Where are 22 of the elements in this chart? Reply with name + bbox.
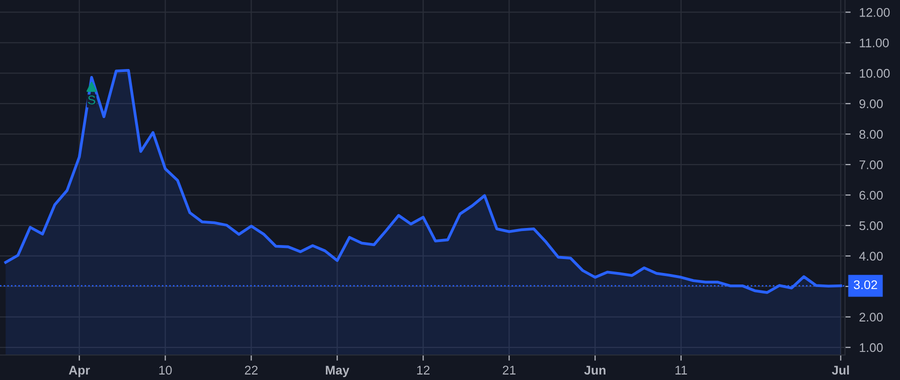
y-tick-label: 2.00 bbox=[860, 312, 883, 322]
x-tick-label: Apr bbox=[68, 366, 90, 378]
x-tick-label: 10 bbox=[159, 366, 172, 375]
x-tick-label: 22 bbox=[244, 366, 258, 374]
y-tick-label: 1.00 bbox=[860, 343, 883, 352]
y-tick-label: 5.00 bbox=[859, 221, 883, 230]
x-tick-label: 11 bbox=[676, 366, 687, 374]
y-tick-label: 9.00 bbox=[859, 99, 883, 108]
x-tick-label: Jun bbox=[584, 366, 606, 375]
x-tick-label: 21 bbox=[502, 366, 516, 374]
x-tick-label: 12 bbox=[417, 366, 430, 374]
y-tick-label: 11.00 bbox=[860, 38, 889, 48]
x-tick-label: Jul bbox=[832, 365, 849, 375]
y-tick-label: 4.00 bbox=[859, 252, 883, 261]
y-tick-label: 8.00 bbox=[859, 130, 883, 139]
y-tick-label: 7.00 bbox=[860, 160, 883, 170]
x-tick-label: May bbox=[326, 366, 350, 378]
ref-line-label: 3.02 bbox=[854, 280, 878, 290]
y-tick-label: 6.00 bbox=[860, 190, 883, 200]
y-tick-label: 12.00 bbox=[860, 8, 890, 17]
y-tick-label: 10.00 bbox=[860, 68, 890, 78]
series-label: S bbox=[88, 96, 96, 104]
